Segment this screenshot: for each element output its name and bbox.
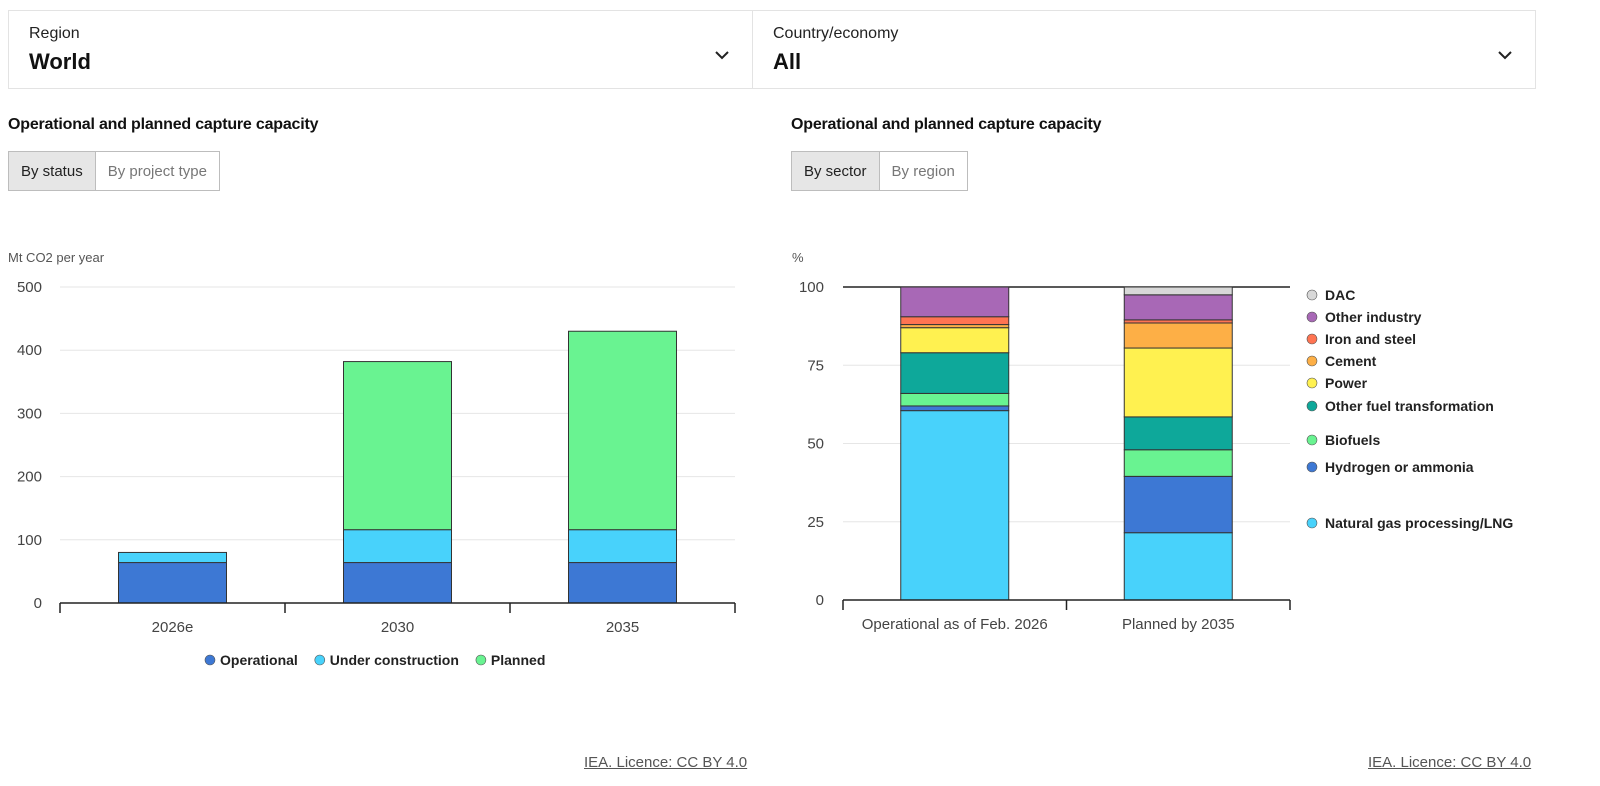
country-label: Country/economy [773, 25, 899, 42]
legend-marker-biofuels [1306, 434, 1318, 446]
bar-segment-other-industry [900, 286, 1010, 318]
legend-label-biofuels: Biofuels [1325, 432, 1380, 448]
y-axis-unit-label: Mt CO2 per year [8, 250, 105, 265]
legend-label-natural-gas-processing-lng: Natural gas processing/LNG [1325, 515, 1513, 531]
y-tick-label: 25 [807, 514, 824, 531]
region-value: World [29, 49, 91, 74]
tab-by-region[interactable]: By region [878, 152, 967, 190]
tab-by-status[interactable]: By status [9, 152, 95, 190]
right-toggle-group: By sector By region [791, 151, 968, 191]
legend-marker-power [1306, 377, 1318, 389]
region-label: Region [29, 25, 80, 42]
y-tick-label: 300 [17, 405, 42, 422]
y-tick-label: 50 [807, 436, 824, 453]
bar-segment-natural-gas-processing-lng [1123, 532, 1233, 601]
x-tick-label: Planned by 2035 [1122, 616, 1235, 633]
right-chart-title: Operational and planned capture capacity [791, 116, 1102, 133]
legend-label-other-industry: Other industry [1325, 309, 1422, 325]
y-tick-label: 400 [17, 342, 42, 359]
country-dropdown[interactable]: Country/economy All [753, 11, 1535, 88]
tab-by-sector[interactable]: By sector [792, 152, 879, 190]
bar-segment-power [900, 327, 1010, 354]
legend-label-under-construction: Under construction [330, 652, 459, 668]
bar-segment-under-construction [568, 529, 677, 564]
left-licence-link[interactable]: IEA. Licence: CC BY 4.0 [584, 754, 748, 771]
bar-segment-iron-and-steel [900, 316, 1010, 326]
x-tick-label: Operational as of Feb. 2026 [862, 616, 1048, 633]
x-tick-label: 2030 [381, 619, 414, 636]
bar-segment-operational [118, 562, 227, 604]
legend-marker-other-industry [1306, 311, 1318, 323]
y-tick-label: 0 [34, 595, 42, 612]
legend-label-dac: DAC [1325, 287, 1355, 303]
legend-label-iron-and-steel: Iron and steel [1325, 331, 1416, 347]
bar-segment-planned [343, 361, 452, 531]
filter-bar: Region World Country/economy All [8, 10, 1536, 89]
chevron-down-icon[interactable] [714, 49, 730, 61]
bar-segment-hydrogen-or-ammonia [1123, 475, 1233, 534]
y-tick-label: 200 [17, 469, 42, 486]
legend-marker-other-fuel-transformation [1306, 400, 1318, 412]
legend-marker-planned [475, 654, 487, 666]
bar-segment-cement [1123, 322, 1233, 349]
legend-label-cement: Cement [1325, 353, 1377, 369]
legend-marker-under-construction [314, 654, 326, 666]
legend-marker-dac [1306, 289, 1318, 301]
y-tick-label: 0 [816, 592, 824, 609]
bar-segment-operational [343, 562, 452, 604]
country-value: All [773, 49, 802, 74]
legend-marker-hydrogen-or-ammonia [1306, 461, 1318, 473]
left-toggle-group: By status By project type [8, 151, 220, 191]
right-licence-link[interactable]: IEA. Licence: CC BY 4.0 [1368, 754, 1532, 771]
bar-segment-dac [1123, 286, 1233, 296]
bar-segment-hydrogen-or-ammonia [900, 405, 1010, 412]
bar-segment-biofuels [1123, 449, 1233, 477]
x-tick-label: 2035 [606, 619, 639, 636]
bar-segment-under-construction [343, 529, 452, 564]
bar-segment-other-fuel-transformation [1123, 416, 1233, 451]
bar-segment-natural-gas-processing-lng [900, 410, 1010, 601]
legend-marker-operational [204, 654, 216, 666]
x-tick-label: 2026e [152, 619, 194, 636]
status-stacked-bar-chart: Mt CO2 per year 0 100 200 300 400 500 2026e 2030… [8, 250, 736, 668]
y-axis-unit-label: % [792, 250, 804, 265]
legend-marker-natural-gas-processing-lng [1306, 517, 1318, 529]
legend-marker-cement [1306, 355, 1318, 367]
bar-segment-under-construction [118, 551, 227, 564]
legend-label-operational: Operational [220, 652, 298, 668]
region-dropdown[interactable]: Region World [9, 11, 753, 88]
legend-label-power: Power [1325, 375, 1368, 391]
y-tick-label: 100 [799, 279, 824, 296]
tab-by-project-type[interactable]: By project type [94, 152, 219, 190]
bar-segment-operational [568, 562, 677, 604]
bar-segment-other-industry [1123, 294, 1233, 321]
y-tick-label: 75 [807, 357, 824, 374]
bar-segment-biofuels [900, 392, 1010, 407]
sector-percent-bar-chart: % 0 25 50 75 100 Operational as of Feb. 2026 Pl… [792, 250, 1513, 633]
bar-segment-power [1123, 347, 1233, 418]
chevron-down-icon[interactable] [1497, 49, 1513, 61]
legend-label-hydrogen-or-ammonia: Hydrogen or ammonia [1325, 459, 1474, 475]
y-tick-label: 500 [17, 279, 42, 296]
legend-label-planned: Planned [491, 652, 545, 668]
y-tick-label: 100 [17, 532, 42, 549]
bar-segment-planned [568, 330, 677, 531]
left-chart-title: Operational and planned capture capacity [8, 116, 319, 133]
legend-marker-iron-and-steel [1306, 333, 1318, 345]
bar-segment-other-fuel-transformation [900, 352, 1010, 394]
legend-label-other-fuel-transformation: Other fuel transformation [1325, 398, 1494, 414]
